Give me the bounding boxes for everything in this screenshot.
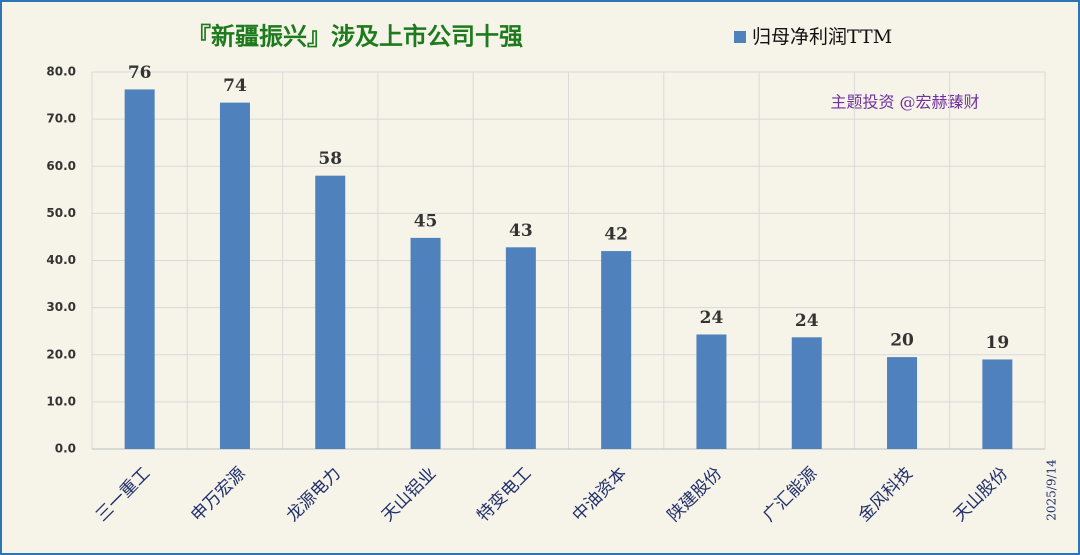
date: 2025/9/14 (1045, 459, 1059, 521)
bar (124, 89, 155, 449)
chart-title: 『新疆振兴』涉及上市公司十强 (187, 22, 523, 51)
data-label: 74 (223, 76, 247, 96)
y-tick-label: 10.0 (46, 394, 76, 408)
y-tick-label: 20.0 (46, 347, 76, 361)
bar (601, 251, 632, 449)
data-label: 58 (318, 149, 342, 169)
bar (887, 357, 918, 449)
y-tick-label: 60.0 (46, 159, 76, 173)
data-label: 24 (795, 311, 819, 331)
bar (505, 247, 536, 449)
bar (315, 175, 346, 450)
y-tick-label: 30.0 (46, 300, 76, 314)
bar (982, 359, 1013, 449)
bar (696, 334, 727, 449)
annotation: 主题投资 @宏赫臻财 (830, 93, 979, 112)
y-tick-label: 0.0 (55, 442, 76, 456)
bar (791, 337, 822, 449)
bar (219, 102, 250, 449)
data-label: 24 (700, 308, 724, 328)
legend-swatch (734, 31, 746, 43)
data-label: 19 (986, 333, 1010, 353)
bar (410, 237, 441, 449)
y-tick-label: 70.0 (46, 112, 76, 126)
data-label: 76 (128, 63, 152, 83)
data-label: 42 (604, 225, 628, 245)
y-tick-label: 40.0 (46, 253, 76, 267)
data-label: 43 (509, 221, 533, 241)
data-label: 20 (890, 331, 914, 351)
legend-label: 归母净利润TTM (752, 26, 892, 48)
y-tick-label: 80.0 (46, 65, 76, 79)
y-tick-label: 50.0 (46, 206, 76, 220)
data-label: 45 (414, 211, 438, 231)
